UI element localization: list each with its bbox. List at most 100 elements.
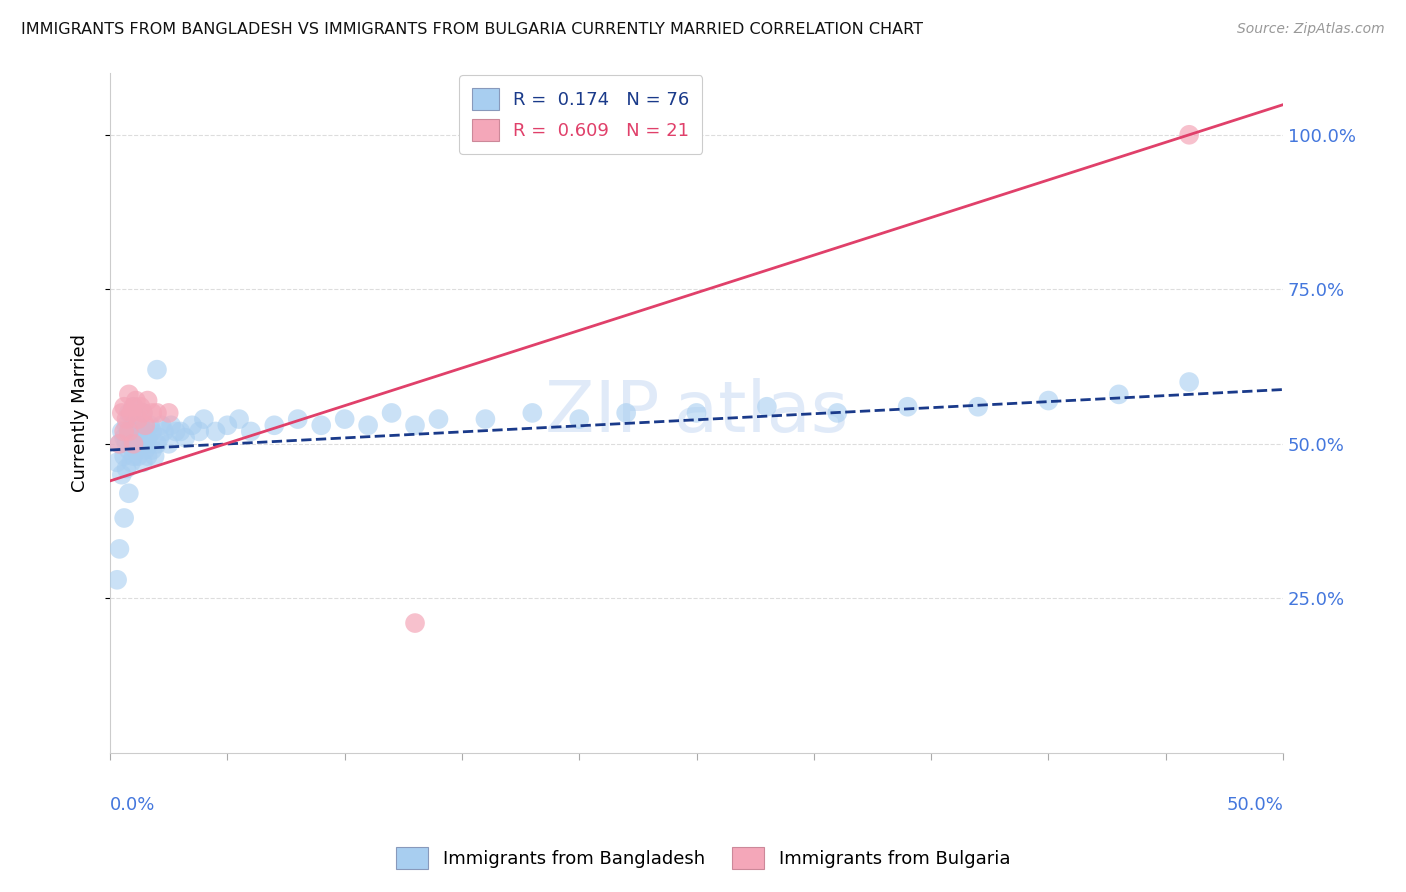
Point: [614, 406, 637, 420]
Point: [118, 406, 141, 420]
Point: [127, 412, 149, 426]
Point: [427, 412, 450, 426]
Point: [157, 406, 180, 420]
Text: Source: ZipAtlas.com: Source: ZipAtlas.com: [1237, 22, 1385, 37]
Point: [157, 437, 180, 451]
Point: [136, 393, 159, 408]
Point: [827, 406, 849, 420]
Point: [112, 511, 135, 525]
Point: [120, 406, 142, 420]
Point: [134, 418, 156, 433]
Text: 0.0%: 0.0%: [110, 797, 156, 814]
Point: [146, 437, 169, 451]
Point: [118, 387, 141, 401]
Legend: R =  0.174   N = 76, R =  0.609   N = 21: R = 0.174 N = 76, R = 0.609 N = 21: [460, 75, 703, 153]
Point: [125, 425, 148, 439]
Point: [333, 412, 356, 426]
Point: [132, 406, 155, 420]
Point: [141, 442, 163, 457]
Point: [148, 431, 170, 445]
Point: [118, 425, 141, 439]
Text: 50.0%: 50.0%: [1226, 797, 1284, 814]
Point: [146, 362, 169, 376]
Point: [108, 437, 131, 451]
Point: [125, 393, 148, 408]
Point: [120, 431, 142, 445]
Point: [204, 425, 226, 439]
Point: [129, 400, 152, 414]
Point: [112, 425, 135, 439]
Point: [1108, 387, 1130, 401]
Point: [357, 418, 380, 433]
Point: [105, 455, 128, 469]
Point: [108, 541, 131, 556]
Point: [160, 418, 183, 433]
Text: ZIP atlas: ZIP atlas: [546, 378, 848, 448]
Point: [404, 418, 426, 433]
Point: [132, 406, 155, 420]
Point: [309, 418, 332, 433]
Point: [125, 442, 148, 457]
Point: [228, 412, 250, 426]
Point: [181, 418, 204, 433]
Point: [115, 437, 138, 451]
Point: [263, 418, 285, 433]
Point: [1178, 375, 1201, 389]
Point: [115, 412, 138, 426]
Point: [146, 406, 169, 420]
Point: [118, 425, 141, 439]
Point: [967, 400, 990, 414]
Point: [755, 400, 778, 414]
Point: [134, 425, 156, 439]
Point: [112, 431, 135, 445]
Point: [287, 412, 309, 426]
Point: [188, 425, 211, 439]
Point: [1038, 393, 1060, 408]
Point: [522, 406, 544, 420]
Point: [122, 400, 145, 414]
Point: [118, 486, 141, 500]
Point: [381, 406, 404, 420]
Point: [143, 449, 166, 463]
Point: [132, 455, 155, 469]
Point: [139, 437, 162, 451]
Point: [141, 425, 163, 439]
Point: [127, 431, 149, 445]
Point: [217, 418, 239, 433]
Point: [474, 412, 496, 426]
Point: [685, 406, 707, 420]
Point: [111, 406, 134, 420]
Point: [122, 437, 145, 451]
Point: [150, 418, 173, 433]
Point: [108, 437, 131, 451]
Legend: Immigrants from Bangladesh, Immigrants from Bulgaria: Immigrants from Bangladesh, Immigrants f…: [387, 838, 1019, 879]
Point: [1178, 128, 1201, 142]
Point: [105, 573, 128, 587]
Point: [112, 400, 135, 414]
Point: [134, 442, 156, 457]
Point: [122, 418, 145, 433]
Point: [115, 418, 138, 433]
Point: [112, 449, 135, 463]
Point: [122, 400, 145, 414]
Point: [139, 418, 162, 433]
Point: [568, 412, 591, 426]
Point: [129, 437, 152, 451]
Point: [169, 425, 191, 439]
Point: [111, 425, 134, 439]
Text: IMMIGRANTS FROM BANGLADESH VS IMMIGRANTS FROM BULGARIA CURRENTLY MARRIED CORRELA: IMMIGRANTS FROM BANGLADESH VS IMMIGRANTS…: [21, 22, 924, 37]
Point: [118, 442, 141, 457]
Point: [153, 425, 176, 439]
Point: [122, 449, 145, 463]
Point: [120, 455, 142, 469]
Point: [111, 467, 134, 482]
Point: [165, 425, 187, 439]
Point: [897, 400, 920, 414]
Point: [136, 449, 159, 463]
Point: [115, 461, 138, 475]
Point: [122, 437, 145, 451]
Point: [193, 412, 215, 426]
Point: [127, 449, 149, 463]
Point: [129, 418, 152, 433]
Point: [404, 615, 426, 630]
